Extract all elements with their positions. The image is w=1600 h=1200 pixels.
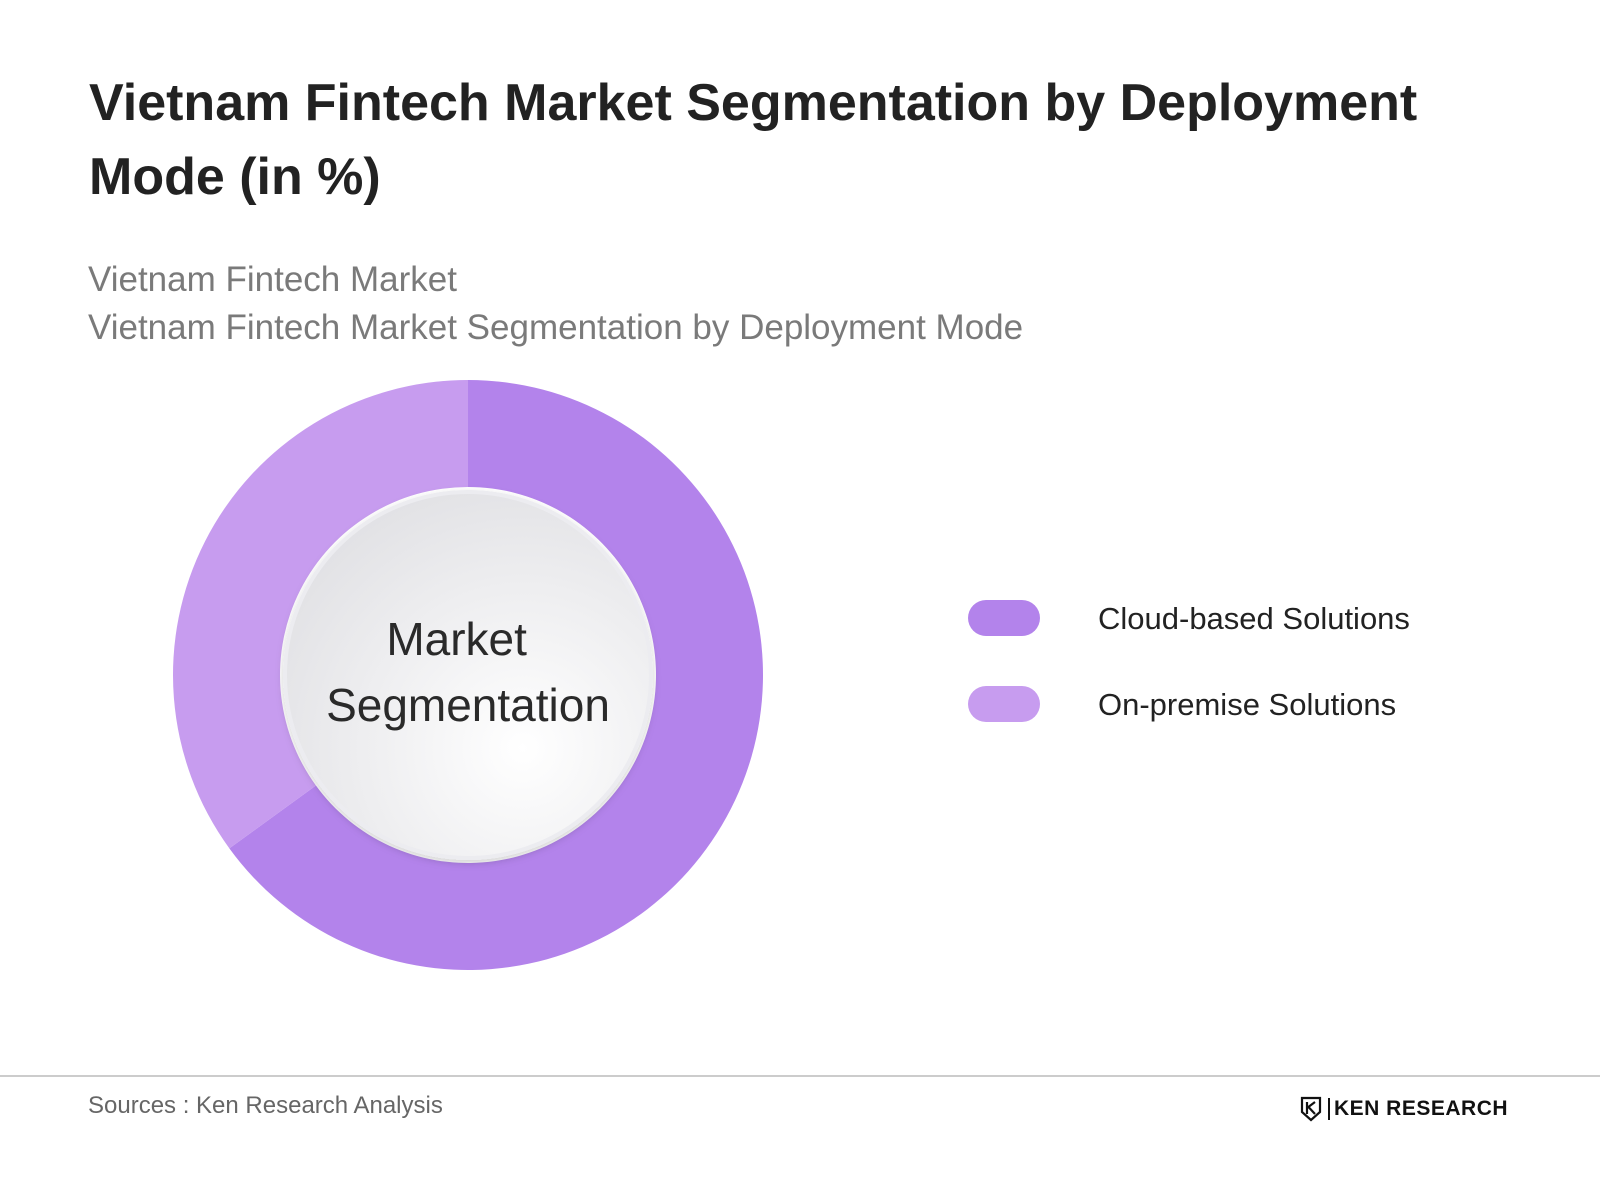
chart-title: Vietnam Fintech Market Segmentation by D…	[89, 74, 1418, 206]
legend-item: On-premise Solutions	[968, 686, 1396, 722]
brand-separator	[1328, 1098, 1330, 1120]
donut-center	[283, 490, 653, 860]
brand-name: KEN RESEARCH	[1334, 1097, 1509, 1120]
donut-slice-cloud-based-solutions	[229, 380, 763, 970]
legend-item: Cloud-based Solutions	[968, 600, 1410, 636]
legend-label: On-premise Solutions	[1098, 687, 1396, 722]
center-label-line-2: Segmentation	[326, 679, 610, 731]
sources-note: Sources : Ken Research Analysis	[88, 1092, 443, 1119]
donut-slice-on-premise-solutions	[173, 380, 468, 849]
legend: Cloud-based Solutions On-premise Solution…	[968, 600, 1410, 722]
center-label-line-1: Market	[386, 613, 527, 665]
legend-swatch	[968, 686, 1040, 722]
center-label: Market Segmentation	[326, 613, 610, 731]
ken-research-k-shield-icon	[1300, 1096, 1322, 1122]
footer-divider	[0, 1075, 1600, 1077]
brand-logo: KEN RESEARCH	[1300, 1094, 1508, 1124]
legend-label: Cloud-based Solutions	[1098, 601, 1410, 636]
chart-subtitle-market: Vietnam Fintech Market	[88, 260, 457, 299]
legend-swatch	[968, 600, 1040, 636]
chart-subtitle-segmentation: Vietnam Fintech Market Segmentation by D…	[88, 308, 1024, 347]
donut-chart: Market Segmentation Cloud-based Solution…	[173, 380, 1410, 970]
donut-slices	[173, 380, 763, 970]
